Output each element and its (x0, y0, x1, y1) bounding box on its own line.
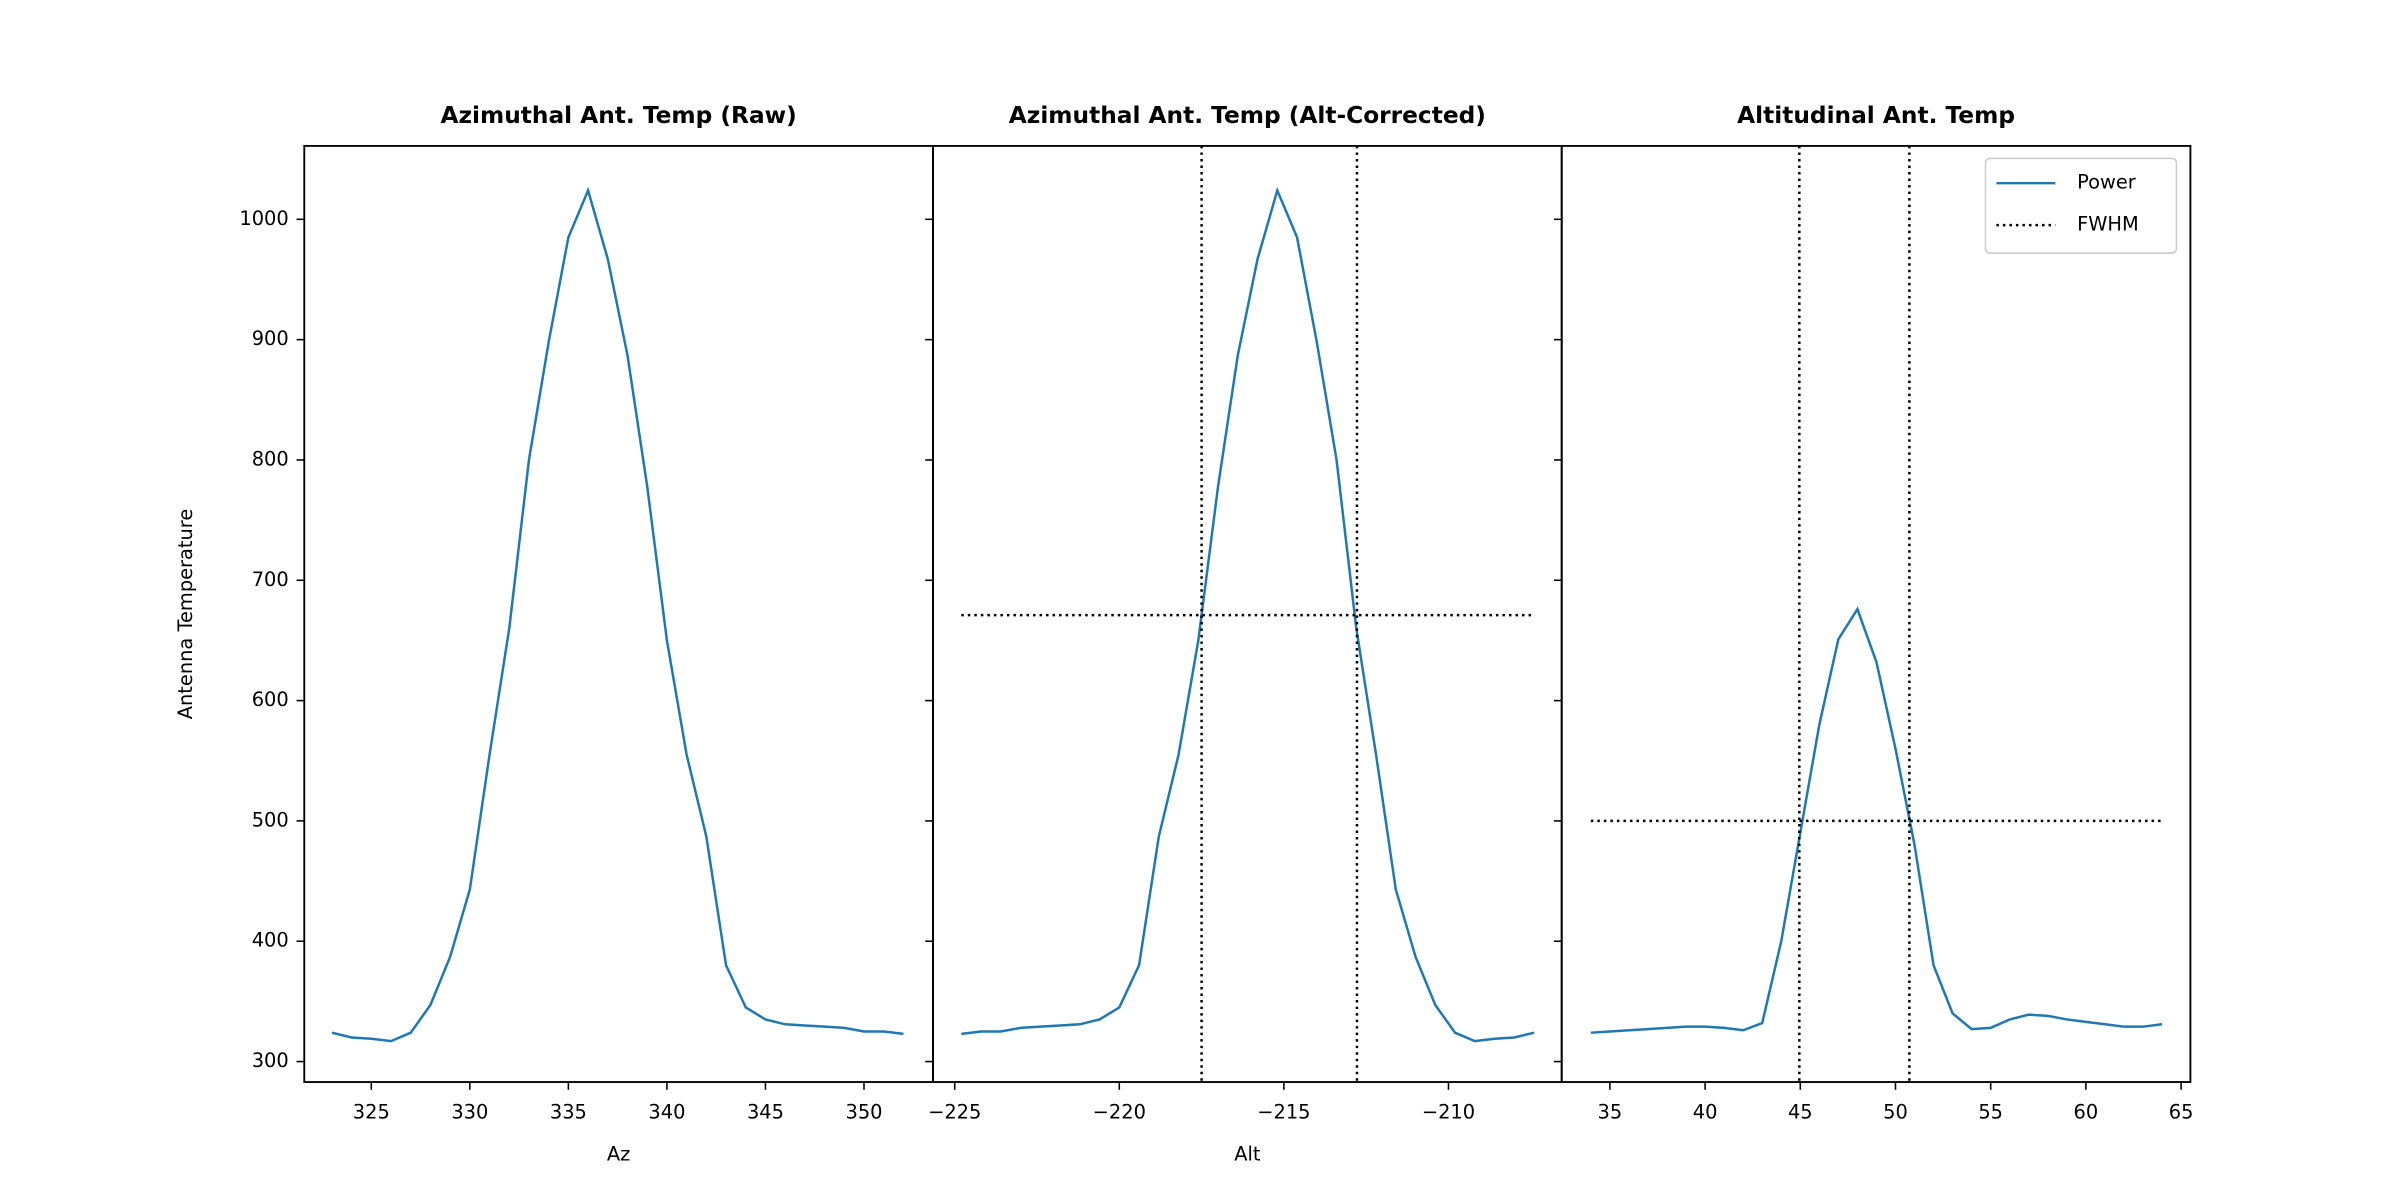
x-tick-label: 40 (1693, 1101, 1718, 1124)
x-tick-label: −220 (1093, 1101, 1146, 1124)
power-line (961, 186, 1535, 1043)
legend-label: Power (2077, 171, 2136, 194)
y-tick-label: 400 (252, 929, 289, 952)
x-tick-label: 340 (648, 1101, 685, 1124)
x-axis-label: Alt (1234, 1142, 1261, 1165)
y-axis-label: Antenna Temperature (174, 509, 197, 720)
y-tick-label: 500 (252, 808, 289, 831)
power-line (1590, 606, 2163, 1034)
legend-label: FWHM (2077, 213, 2139, 236)
x-tick-label: 325 (353, 1101, 390, 1124)
axes-frame (303, 144, 934, 1083)
power-line (331, 186, 904, 1043)
subplot-title: Altitudinal Ant. Temp (1737, 102, 2015, 129)
x-tick-label: 345 (747, 1101, 784, 1124)
x-axis-label: Az (607, 1142, 630, 1165)
y-tick-label: 300 (252, 1049, 289, 1072)
x-tick-label: 335 (550, 1101, 587, 1124)
x-tick-label: 50 (1883, 1101, 1908, 1124)
x-tick-label: −215 (1257, 1101, 1310, 1124)
x-tick-label: −225 (928, 1101, 981, 1124)
x-tick-label: 330 (451, 1101, 488, 1124)
x-tick-label: −210 (1422, 1101, 1475, 1124)
y-tick-label: 800 (252, 447, 289, 470)
y-tick-label: 600 (252, 688, 289, 711)
y-tick-label: 900 (252, 327, 289, 350)
x-tick-label: 35 (1598, 1101, 1623, 1124)
x-tick-label: 45 (1788, 1101, 1813, 1124)
subplot-title: Azimuthal Ant. Temp (Alt-Corrected) (1009, 102, 1486, 129)
x-tick-label: 350 (845, 1101, 882, 1124)
y-tick-label: 1000 (239, 207, 288, 230)
axes-frame (1560, 144, 2192, 1083)
x-tick-label: 55 (1978, 1101, 2003, 1124)
x-tick-label: 65 (2169, 1101, 2194, 1124)
y-tick-label: 700 (252, 568, 289, 591)
x-tick-label: 60 (2074, 1101, 2099, 1124)
subplot-title: Azimuthal Ant. Temp (Raw) (440, 102, 796, 129)
